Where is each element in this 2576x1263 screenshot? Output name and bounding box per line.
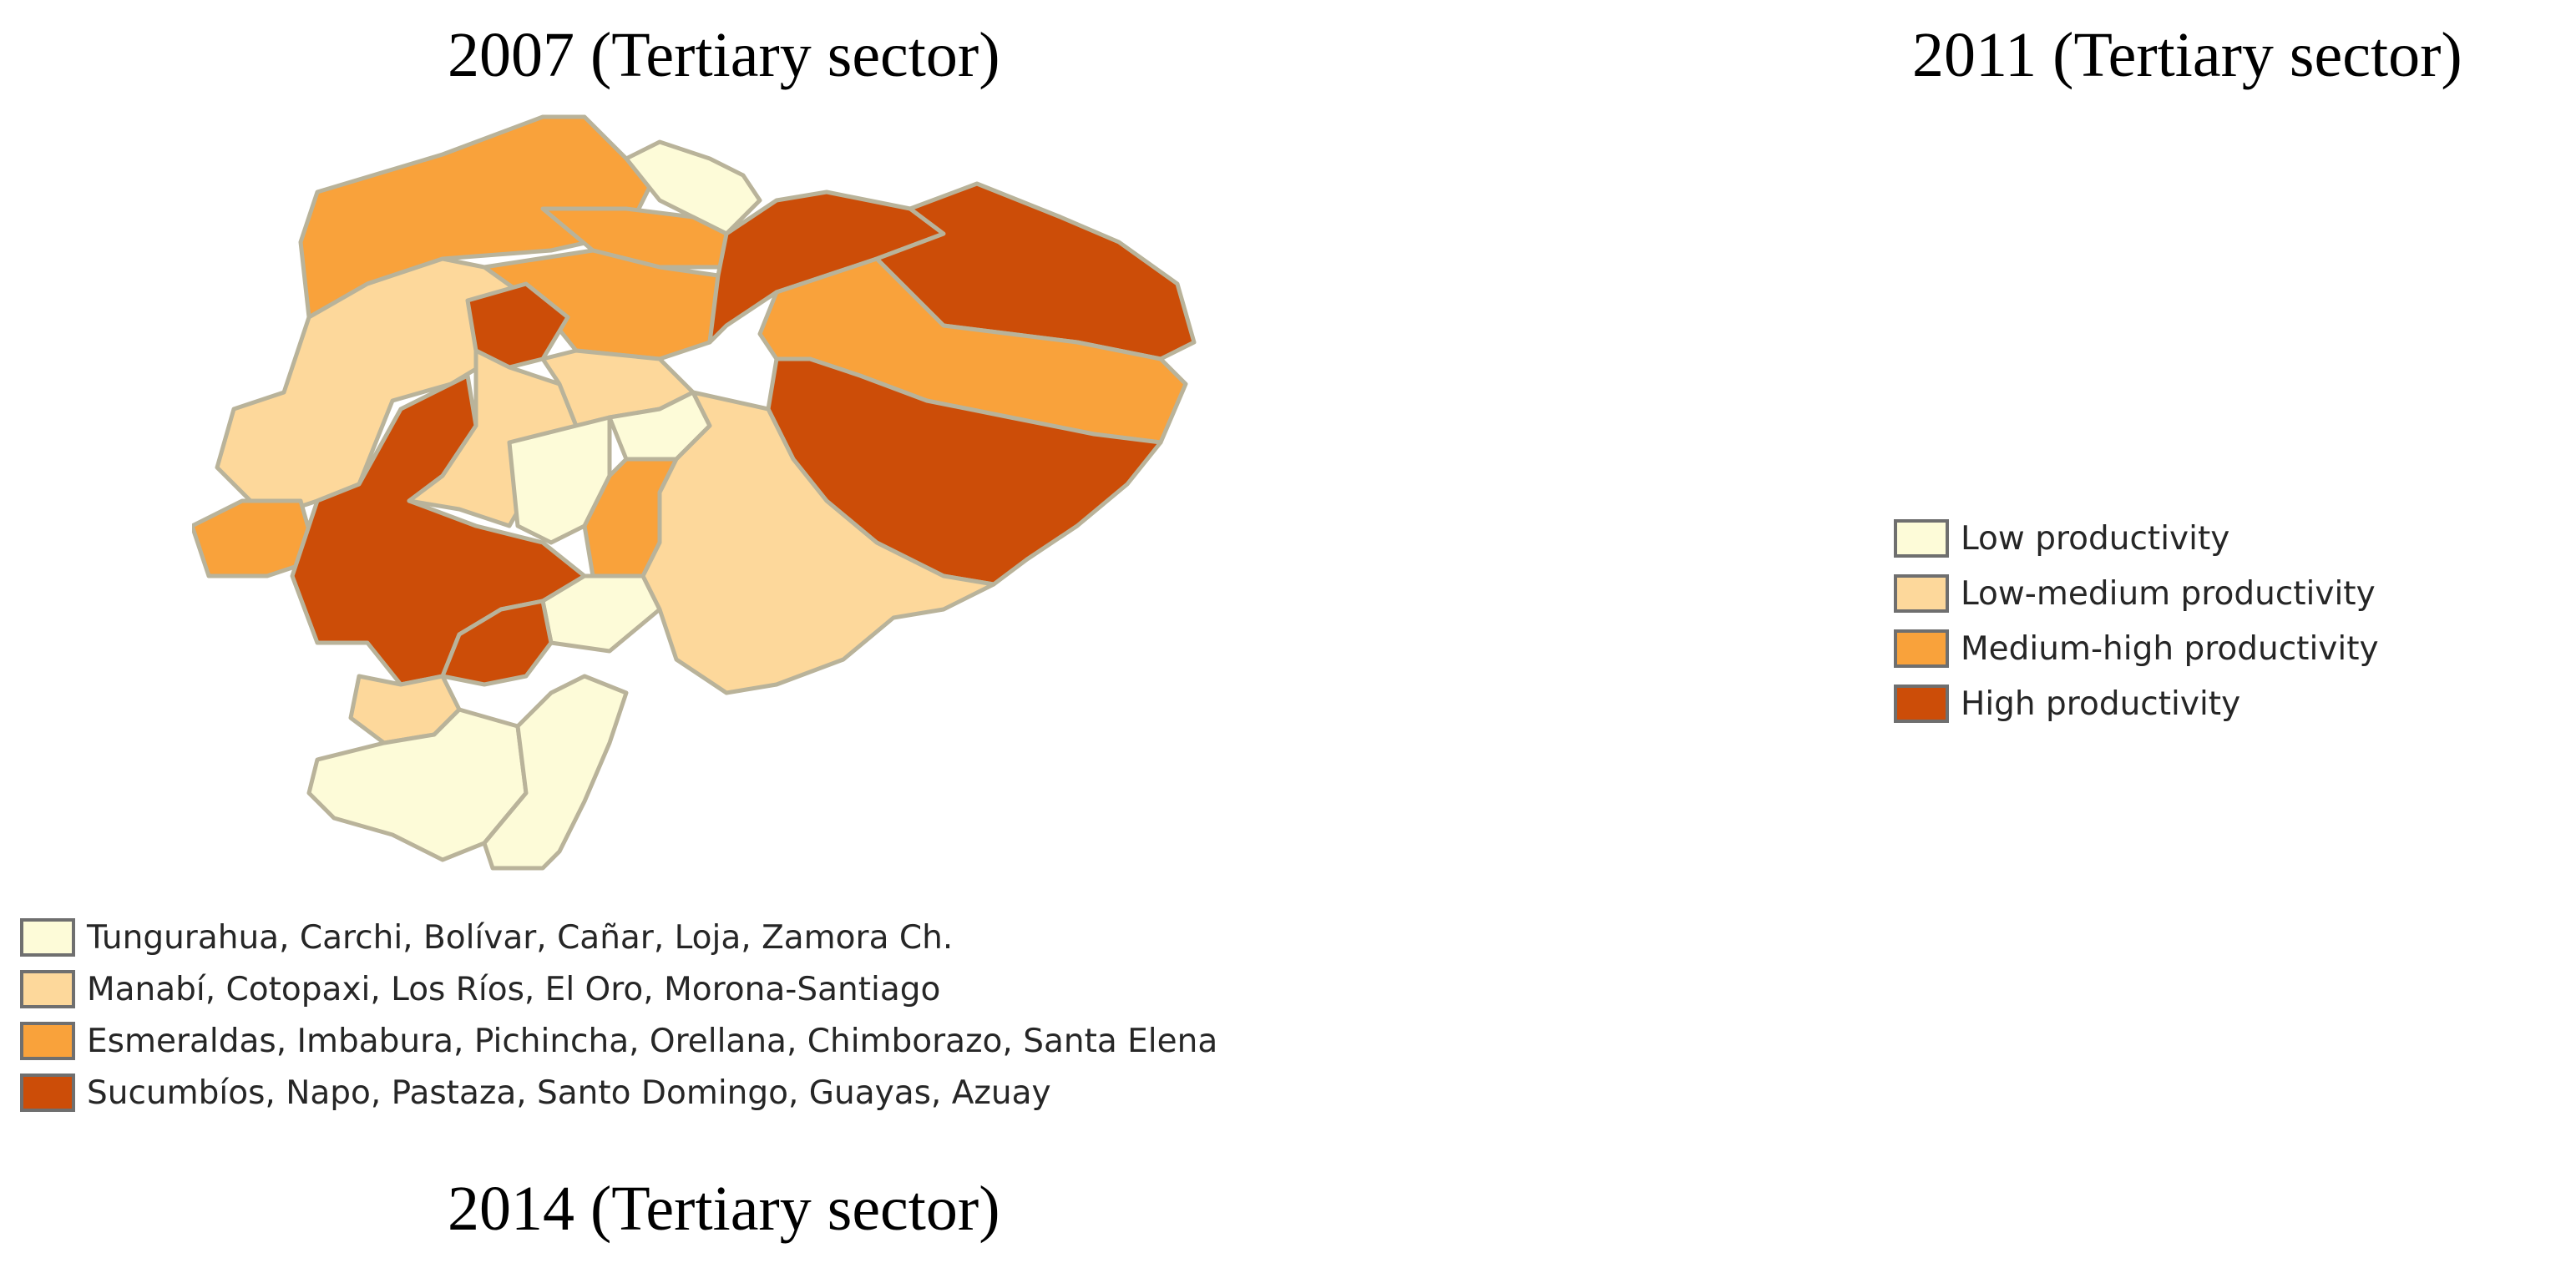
swatch-low <box>20 918 75 957</box>
legend-2007: Tungurahua, Carchi, Bolívar, Cañar, Loja… <box>20 912 1217 1119</box>
legend-row-medium-high-productivity: Medium-high productivity <box>1894 621 2379 676</box>
swatch-high <box>20 1074 75 1112</box>
map-title-2007: 2007 (Tertiary sector) <box>448 20 1000 90</box>
swatch-low <box>1894 519 1949 558</box>
province-manabi <box>215 256 545 520</box>
map-title-2014: 2014 (Tertiary sector) <box>448 1174 1000 1244</box>
legend-row-high-productivity: High productivity <box>1894 676 2379 731</box>
legend-label-low-medium: Manabí, Cotopaxi, Los Ríos, El Oro, Moro… <box>87 970 941 1008</box>
legend-row-high: Sucumbíos, Napo, Pastaza, Santo Domingo,… <box>20 1067 1217 1119</box>
swatch-low-medium <box>1894 574 1949 613</box>
legend-label-high-productivity: High productivity <box>1961 685 2241 723</box>
legend-label-low-medium-productivity: Low-medium productivity <box>1961 574 2376 613</box>
province-zamora <box>482 674 629 871</box>
province-azuay <box>440 599 554 687</box>
swatch-medium-high <box>1894 629 1949 668</box>
province-morona-santiago <box>640 390 996 695</box>
map-title-2011: 2011 (Tertiary sector) <box>1912 20 2462 90</box>
legend-row-low-productivity: Low productivity <box>1894 511 2379 566</box>
legend-label-high: Sucumbíos, Napo, Pastaza, Santo Domingo,… <box>87 1074 1051 1112</box>
legend-row-medium-high: Esmeraldas, Imbabura, Pichincha, Orellan… <box>20 1015 1217 1067</box>
province-carchi <box>624 139 762 236</box>
legend-productivity: Low productivity Low-medium productivity… <box>1894 511 2379 731</box>
legend-label-low-productivity: Low productivity <box>1961 519 2230 558</box>
legend-row-low-medium: Manabí, Cotopaxi, Los Ríos, El Oro, Moro… <box>20 963 1217 1015</box>
legend-label-medium-high: Esmeraldas, Imbabura, Pichincha, Orellan… <box>87 1022 1218 1060</box>
swatch-medium-high <box>20 1022 75 1060</box>
legend-row-low-medium-productivity: Low-medium productivity <box>1894 566 2379 621</box>
legend-label-low: Tungurahua, Carchi, Bolívar, Cañar, Loja… <box>87 918 954 957</box>
ecuador-province-map-2007 <box>192 114 1197 871</box>
legend-label-medium-high-productivity: Medium-high productivity <box>1961 629 2379 668</box>
legend-row-low: Tungurahua, Carchi, Bolívar, Cañar, Loja… <box>20 912 1217 963</box>
swatch-high <box>1894 685 1949 723</box>
swatch-low-medium <box>20 970 75 1008</box>
